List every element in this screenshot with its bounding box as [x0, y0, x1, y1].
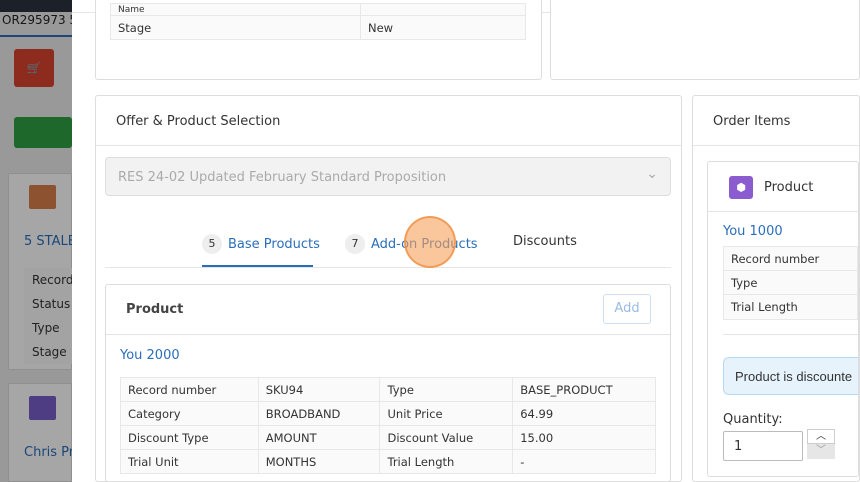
order-product-link[interactable]: You 1000 — [723, 224, 783, 239]
offer-select-value: RES 24-02 Updated February Standard Prop… — [118, 170, 447, 185]
account-field: Record — [24, 268, 73, 292]
modal-backdrop[interactable] — [0, 0, 72, 482]
offer-select[interactable]: RES 24-02 Updated February Standard Prop… — [105, 157, 671, 196]
quantity-input[interactable]: 1 — [723, 431, 803, 461]
field-label: Stage — [110, 15, 361, 40]
product-box-icon: ⬢ — [729, 176, 753, 199]
field-label: Trial Unit — [120, 449, 259, 474]
product-header: Product — [764, 180, 814, 195]
card-title: Order Items — [713, 114, 791, 129]
tab-base-products[interactable]: 5 Base Products — [202, 234, 320, 254]
field-value: BASE_PRODUCT — [512, 377, 656, 402]
order-tab[interactable]: OR295973 5 — [2, 13, 78, 27]
order-items-card: Order Items ⬢ Product You 1000 Record nu… — [692, 95, 860, 482]
account-icon — [29, 185, 56, 209]
count-badge: 7 — [345, 234, 365, 254]
field-label: Record number — [120, 377, 259, 402]
field-value: MONTHS — [257, 449, 381, 474]
field-label: Type — [724, 271, 857, 295]
contact-link[interactable]: Chris Pr — [24, 445, 75, 460]
cursor-indicator — [404, 216, 456, 268]
product-header: Product — [126, 302, 184, 317]
field-value: SKU94 — [257, 377, 381, 402]
field-label: Record number — [724, 247, 857, 271]
account-field: Type — [24, 316, 72, 340]
field-label: Discount Value — [379, 425, 514, 450]
field-value: BROADBAND — [257, 401, 381, 426]
field-value: - — [512, 449, 656, 474]
field-value: 15.00 — [512, 425, 656, 450]
cart-icon: 🛒 — [14, 49, 54, 87]
tab-label: Base Products — [228, 236, 320, 252]
field-value: 64.99 — [512, 401, 656, 426]
product-name-link[interactable]: You 2000 — [120, 348, 180, 363]
tab-label: Discounts — [513, 234, 577, 249]
order-product-card: ⬢ Product You 1000 Record number Type Tr… — [707, 161, 859, 477]
green-action-button[interactable] — [14, 117, 72, 148]
card-title: Offer & Product Selection — [116, 114, 281, 129]
account-link[interactable]: 5 STALE — [24, 234, 76, 249]
count-badge: 5 — [202, 234, 222, 254]
table-row: Category BROADBAND Unit Price 64.99 — [120, 401, 656, 426]
table-row: Trial Unit MONTHS Trial Length - — [120, 449, 656, 474]
field-label: Trial Length — [379, 449, 514, 474]
field-label: Type — [379, 377, 514, 402]
field-value: New — [360, 15, 526, 40]
account-field: Status — [24, 292, 72, 316]
contact-icon — [29, 396, 56, 420]
field-label: Trial Length — [724, 295, 857, 319]
quantity-label: Quantity: — [723, 412, 783, 427]
discount-alert: Product is discounte — [723, 357, 858, 395]
product-card: Product Add You 2000 Record number SKU94 T… — [105, 284, 671, 482]
field-value — [360, 3, 526, 16]
field-label: Unit Price — [379, 401, 514, 426]
modal: Name Stage New Offer & Product Selection … — [72, 0, 860, 482]
chevron-down-icon: ⌄ — [646, 166, 658, 182]
quantity-decrement[interactable]: ﹀ — [807, 444, 835, 459]
table-row: Discount Type AMOUNT Discount Value 15.00 — [120, 425, 656, 450]
quantity-increment[interactable]: ︿ — [807, 429, 835, 444]
field-label: Discount Type — [120, 425, 259, 450]
field-label: Name — [110, 3, 361, 16]
tab-discounts[interactable]: Discounts — [513, 234, 577, 249]
alert-text: Product is discounte — [735, 369, 853, 384]
table-row: Record number SKU94 Type BASE_PRODUCT — [120, 377, 656, 402]
add-button[interactable]: Add — [603, 294, 651, 324]
field-value: AMOUNT — [257, 425, 381, 450]
account-field: Stage — [24, 340, 72, 364]
field-label: Category — [120, 401, 259, 426]
top-card: Name Stage New — [95, 0, 542, 80]
